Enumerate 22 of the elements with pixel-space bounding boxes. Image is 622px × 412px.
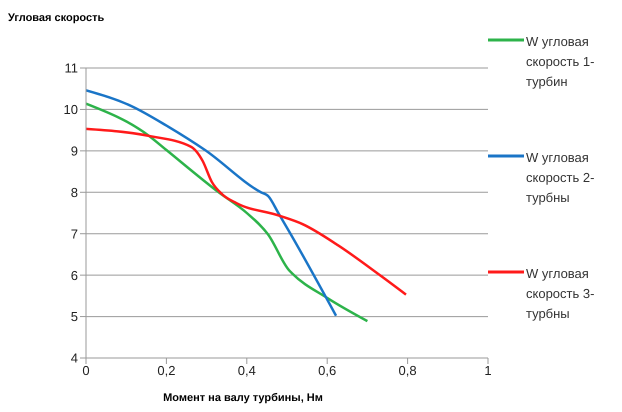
x-tick-label: 0 (82, 363, 90, 378)
line-series (86, 128, 408, 296)
legend-label: W угловая скорость 2-турбны (526, 149, 596, 207)
y-tick-label: 4 (70, 350, 78, 366)
y-axis-title: Угловая скорость (8, 12, 104, 24)
y-tick-label: 6 (70, 268, 78, 283)
legend-label: W угловая скорость 1-турбин (526, 33, 596, 91)
y-tick-label: 8 (70, 184, 78, 200)
x-tick-label: 0,4 (238, 363, 256, 378)
x-tick-label: 0,2 (157, 363, 176, 378)
line-series (86, 102, 369, 322)
legend-label: W угловая скорость 3-турбны (526, 265, 596, 323)
x-tick-label: 0,8 (398, 363, 417, 378)
x-axis-title: Момент на валу турбины, Нм (162, 392, 324, 404)
y-tick-label: 10 (64, 102, 78, 118)
y-tick-label: 5 (70, 309, 78, 324)
y-tick-label: 7 (70, 226, 78, 242)
y-tick-label: 11 (64, 60, 78, 76)
x-tick-label: 0,6 (318, 363, 336, 378)
y-tick-label: 9 (70, 143, 78, 158)
line-series (86, 89, 338, 317)
x-tick-label: 1 (484, 363, 492, 378)
